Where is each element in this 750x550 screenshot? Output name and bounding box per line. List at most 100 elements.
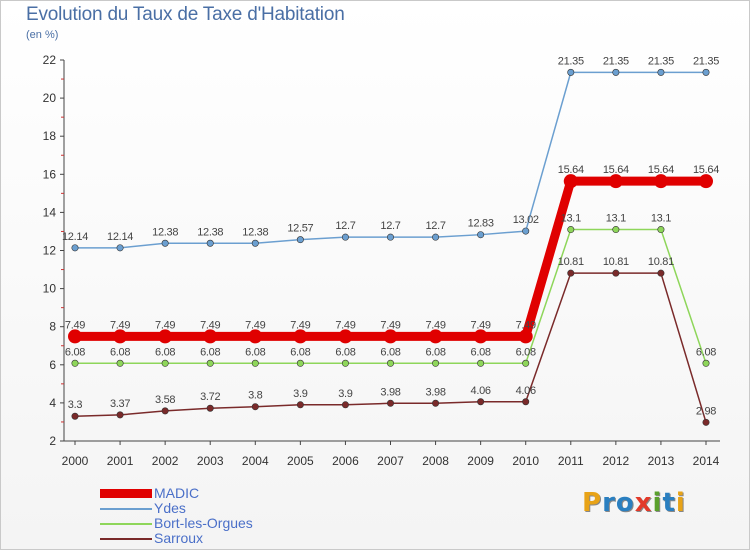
data-label: 12.38 [242, 226, 268, 238]
data-point [612, 269, 620, 277]
y-tick-label: 2 [49, 434, 56, 448]
data-point [432, 233, 440, 241]
data-point [158, 329, 173, 344]
data-label: 21.35 [603, 55, 629, 67]
data-point [203, 329, 218, 344]
data-point [293, 329, 308, 344]
data-point [702, 359, 710, 367]
logo-letter: i [675, 488, 686, 518]
data-point [296, 236, 304, 244]
x-tick-label: 2012 [603, 454, 630, 468]
data-point [341, 233, 349, 241]
data-point [161, 359, 169, 367]
data-label: 6.08 [200, 346, 220, 358]
data-point [567, 269, 575, 277]
data-point [116, 359, 124, 367]
chart-title: Evolution du Taux de Taxe d'Habitation [26, 4, 345, 25]
x-tick-label: 2002 [152, 454, 179, 468]
legend-item: MADIC [100, 486, 253, 501]
data-label: 3.8 [248, 390, 263, 402]
data-point [522, 359, 530, 367]
logo-letter: r [602, 488, 616, 518]
data-label: 12.57 [287, 223, 313, 235]
data-label: 7.49 [471, 319, 491, 331]
data-point [206, 239, 214, 247]
y-tick-label: 18 [43, 129, 57, 143]
data-point [522, 227, 530, 235]
data-label: 12.38 [152, 226, 178, 238]
x-tick-label: 2008 [422, 454, 449, 468]
data-label: 12.14 [62, 231, 88, 243]
data-point [206, 359, 214, 367]
data-label: 7.49 [380, 319, 400, 331]
data-point [113, 329, 128, 344]
logo-letter: i [652, 488, 663, 518]
data-label: 15.64 [603, 164, 629, 176]
legend-swatch [100, 507, 152, 510]
data-label: 6.08 [425, 346, 445, 358]
data-point [68, 329, 82, 344]
x-tick-label: 2014 [693, 454, 720, 468]
data-label: 7.49 [65, 319, 85, 331]
data-point [71, 359, 79, 367]
data-point [522, 398, 530, 406]
data-point [206, 404, 214, 412]
data-label: 21.35 [693, 55, 719, 67]
data-point [383, 329, 398, 344]
data-label: 15.64 [693, 164, 719, 176]
x-tick-label: 2000 [62, 454, 89, 468]
y-unit-label: (en %) [26, 29, 59, 41]
y-tick-label: 14 [43, 205, 57, 219]
data-point [296, 401, 304, 409]
y-tick-label: 6 [49, 358, 56, 372]
data-label: 7.49 [335, 319, 355, 331]
data-label: 7.49 [425, 319, 445, 331]
data-label: 13.1 [651, 213, 671, 225]
data-label: 6.08 [471, 346, 491, 358]
data-label: 15.64 [558, 164, 584, 176]
y-tick-label: 16 [43, 167, 57, 181]
data-point [428, 329, 443, 344]
data-label: 6.08 [110, 346, 130, 358]
data-label: 3.3 [68, 399, 83, 411]
legend-label: Sarroux [154, 530, 204, 546]
legend-swatch [100, 537, 152, 540]
data-point [161, 239, 169, 247]
data-label: 6.08 [245, 346, 265, 358]
data-label: 7.49 [200, 319, 220, 331]
data-point [341, 359, 349, 367]
data-label: 6.08 [516, 346, 536, 358]
data-point [338, 329, 353, 344]
y-tick-label: 20 [43, 91, 57, 105]
data-label: 10.81 [558, 256, 584, 268]
data-label: 12.38 [197, 226, 223, 238]
data-point [702, 418, 710, 426]
data-point [699, 174, 713, 189]
legend-item: Ydes [100, 501, 253, 516]
data-label: 12.7 [380, 220, 400, 232]
data-point [386, 359, 394, 367]
data-label: 12.83 [468, 218, 494, 230]
data-point [116, 244, 124, 252]
logo-letter: t [662, 488, 676, 518]
data-label: 6.08 [65, 346, 85, 358]
data-point [71, 244, 79, 252]
data-point [612, 226, 620, 234]
data-label: 10.81 [648, 256, 674, 268]
data-point [657, 269, 665, 277]
data-point [248, 329, 263, 344]
data-point [473, 329, 488, 344]
logo-letter: P [582, 488, 603, 518]
data-point [657, 68, 665, 76]
data-label: 12.7 [425, 220, 445, 232]
data-label: 3.98 [425, 386, 445, 398]
legend-label: MADIC [154, 485, 200, 501]
data-label: 3.9 [293, 388, 308, 400]
x-tick-label: 2001 [107, 454, 134, 468]
y-tick-label: 10 [43, 282, 57, 296]
data-label: 3.72 [200, 391, 220, 403]
data-label: 7.49 [155, 319, 175, 331]
x-tick-label: 2003 [197, 454, 224, 468]
data-label: 13.1 [606, 213, 626, 225]
